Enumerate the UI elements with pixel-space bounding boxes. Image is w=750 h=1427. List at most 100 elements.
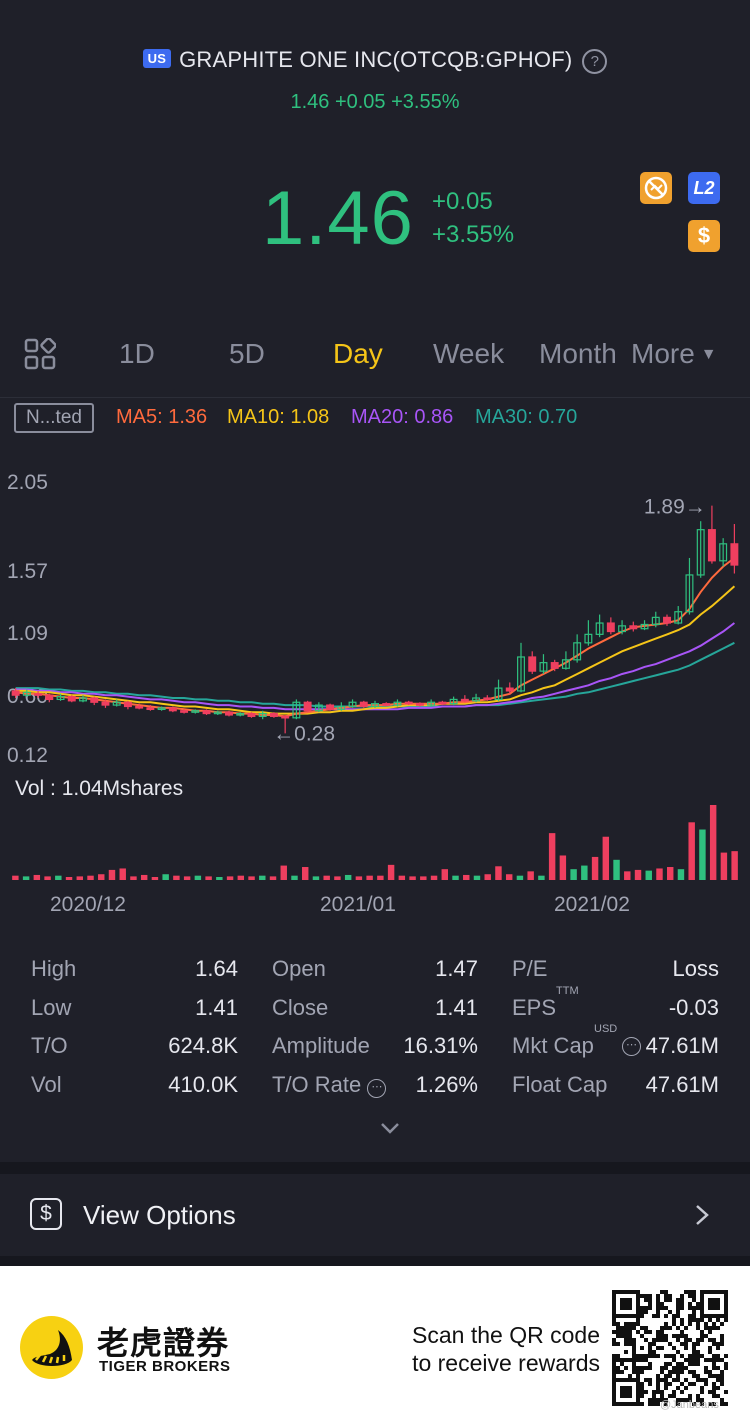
qr-code-icon[interactable] <box>612 1290 728 1406</box>
volume-bar <box>731 851 738 880</box>
candle-body <box>90 697 99 703</box>
candle-body <box>382 703 391 706</box>
candlestick-chart[interactable]: 1.89→ ←0.28 <box>0 440 750 885</box>
volume-bar <box>22 876 30 880</box>
candle-body <box>303 701 312 712</box>
stat-open: Open 1.47 <box>272 956 478 981</box>
dollar-icon: $ <box>30 1198 62 1230</box>
candle-body <box>236 712 245 716</box>
volume-bar <box>709 805 717 880</box>
ma5-line <box>15 557 736 718</box>
candle-body <box>472 697 481 702</box>
stat-close: Close 1.41 <box>272 995 478 1020</box>
level2-icon[interactable]: L2 <box>688 172 720 204</box>
last-price: 1.46 <box>262 176 414 261</box>
tab-day[interactable]: Day <box>333 338 383 369</box>
candle-body <box>202 710 211 715</box>
candle-body <box>191 710 200 713</box>
volume-bar <box>613 859 620 880</box>
candle-body <box>34 693 43 696</box>
tab-1d[interactable]: 1D <box>119 338 155 369</box>
usd-superscript: USD <box>594 1023 618 1035</box>
volume-bar <box>55 875 62 880</box>
candle-body <box>45 694 54 701</box>
candle-body <box>640 623 649 630</box>
volume-label: Vol : 1.04Mshares <box>15 777 184 800</box>
stat-high: High 1.64 <box>31 956 238 981</box>
candle-body <box>11 690 20 696</box>
candle-body <box>505 687 514 692</box>
ttm-superscript: TTM <box>556 985 579 997</box>
adjust-toggle[interactable]: N...ted <box>14 403 94 433</box>
candle-body <box>651 616 660 626</box>
volume-bar <box>119 868 126 880</box>
candle-body <box>460 698 469 702</box>
y-tick-label: 0.12 <box>7 744 48 767</box>
market-badge: US <box>142 49 172 68</box>
usd-icon[interactable]: $ <box>688 220 720 252</box>
volume-bar <box>205 876 212 880</box>
volume-bar <box>667 867 674 880</box>
indicator-row: N...ted MA5: 1.36 MA10: 1.08 MA20: 0.86 … <box>0 403 750 433</box>
ma5-value: MA5: 1.36 <box>116 406 208 428</box>
volume-bar <box>302 867 309 880</box>
stat-low: Low 1.41 <box>31 995 238 1020</box>
tiger-logo-icon <box>20 1316 83 1379</box>
volume-bar <box>463 874 470 880</box>
tab-month[interactable]: Month <box>539 338 617 369</box>
volume-bar <box>355 876 363 880</box>
candle-body <box>561 659 570 669</box>
volume-bar <box>151 877 159 880</box>
change-abs: +0.05 <box>432 188 493 215</box>
volume-bar <box>98 874 105 880</box>
volume-bar <box>323 875 330 880</box>
ma30-value: MA30: 0.70 <box>475 406 578 428</box>
candle-body <box>146 707 155 711</box>
tab-more[interactable]: More ▼ <box>631 338 717 370</box>
candle-body <box>314 704 323 712</box>
tab-more-label: More <box>631 338 695 369</box>
stat-volume: Vol 410.0K <box>31 1072 238 1097</box>
volume-bar <box>226 876 234 880</box>
volume-bar <box>387 864 395 880</box>
stat-mkt-cap: Mkt Cap USD ⋯ 47.61M <box>512 1023 719 1058</box>
volume-bar <box>699 829 706 880</box>
volume-bar <box>87 875 94 880</box>
help-icon[interactable]: ? <box>582 49 608 74</box>
y-tick-label: 1.09 <box>7 622 48 645</box>
grid-icon[interactable] <box>24 338 56 370</box>
candle-body <box>483 697 492 701</box>
chevron-down-icon[interactable] <box>380 1118 400 1138</box>
candle-body <box>157 707 166 711</box>
candle-body <box>135 705 144 709</box>
info-icon[interactable]: ⋯ <box>367 1079 387 1098</box>
candle-body <box>180 710 189 713</box>
x-tick-label: 2020/12 <box>50 893 126 916</box>
stock-name: GRAPHITE ONE INC(OTCQB:GPHOF) <box>179 47 573 72</box>
volume-bar <box>65 877 73 880</box>
volume-bar <box>377 875 384 880</box>
candle-body <box>371 703 379 708</box>
tab-5d[interactable]: 5D <box>229 338 265 369</box>
volume-bar <box>140 874 148 880</box>
volume-bar <box>108 869 116 880</box>
volume-bar <box>677 869 685 880</box>
scan-text: Scan the QR code to receive rewards <box>412 1322 600 1376</box>
x-tick-label: 2021/01 <box>320 893 396 916</box>
y-tick-label: 1.57 <box>7 560 48 583</box>
candle-body <box>22 691 31 696</box>
info-icon[interactable]: ⋯ <box>622 1037 641 1056</box>
volume-bar <box>12 875 19 880</box>
candle-body <box>225 711 233 716</box>
tab-week[interactable]: Week <box>433 338 505 369</box>
candle-body <box>79 697 87 702</box>
high-marker: 1.89→ <box>644 496 706 519</box>
volume-bar <box>570 869 577 880</box>
volume-bar <box>645 870 652 880</box>
volume-bar <box>334 876 341 880</box>
ma10-value: MA10: 1.08 <box>227 406 330 428</box>
view-options-row[interactable]: $ View Options <box>0 1174 750 1256</box>
candle-body <box>427 701 436 706</box>
view-options-label: View Options <box>83 1200 236 1230</box>
no-short-icon[interactable] <box>640 172 672 204</box>
